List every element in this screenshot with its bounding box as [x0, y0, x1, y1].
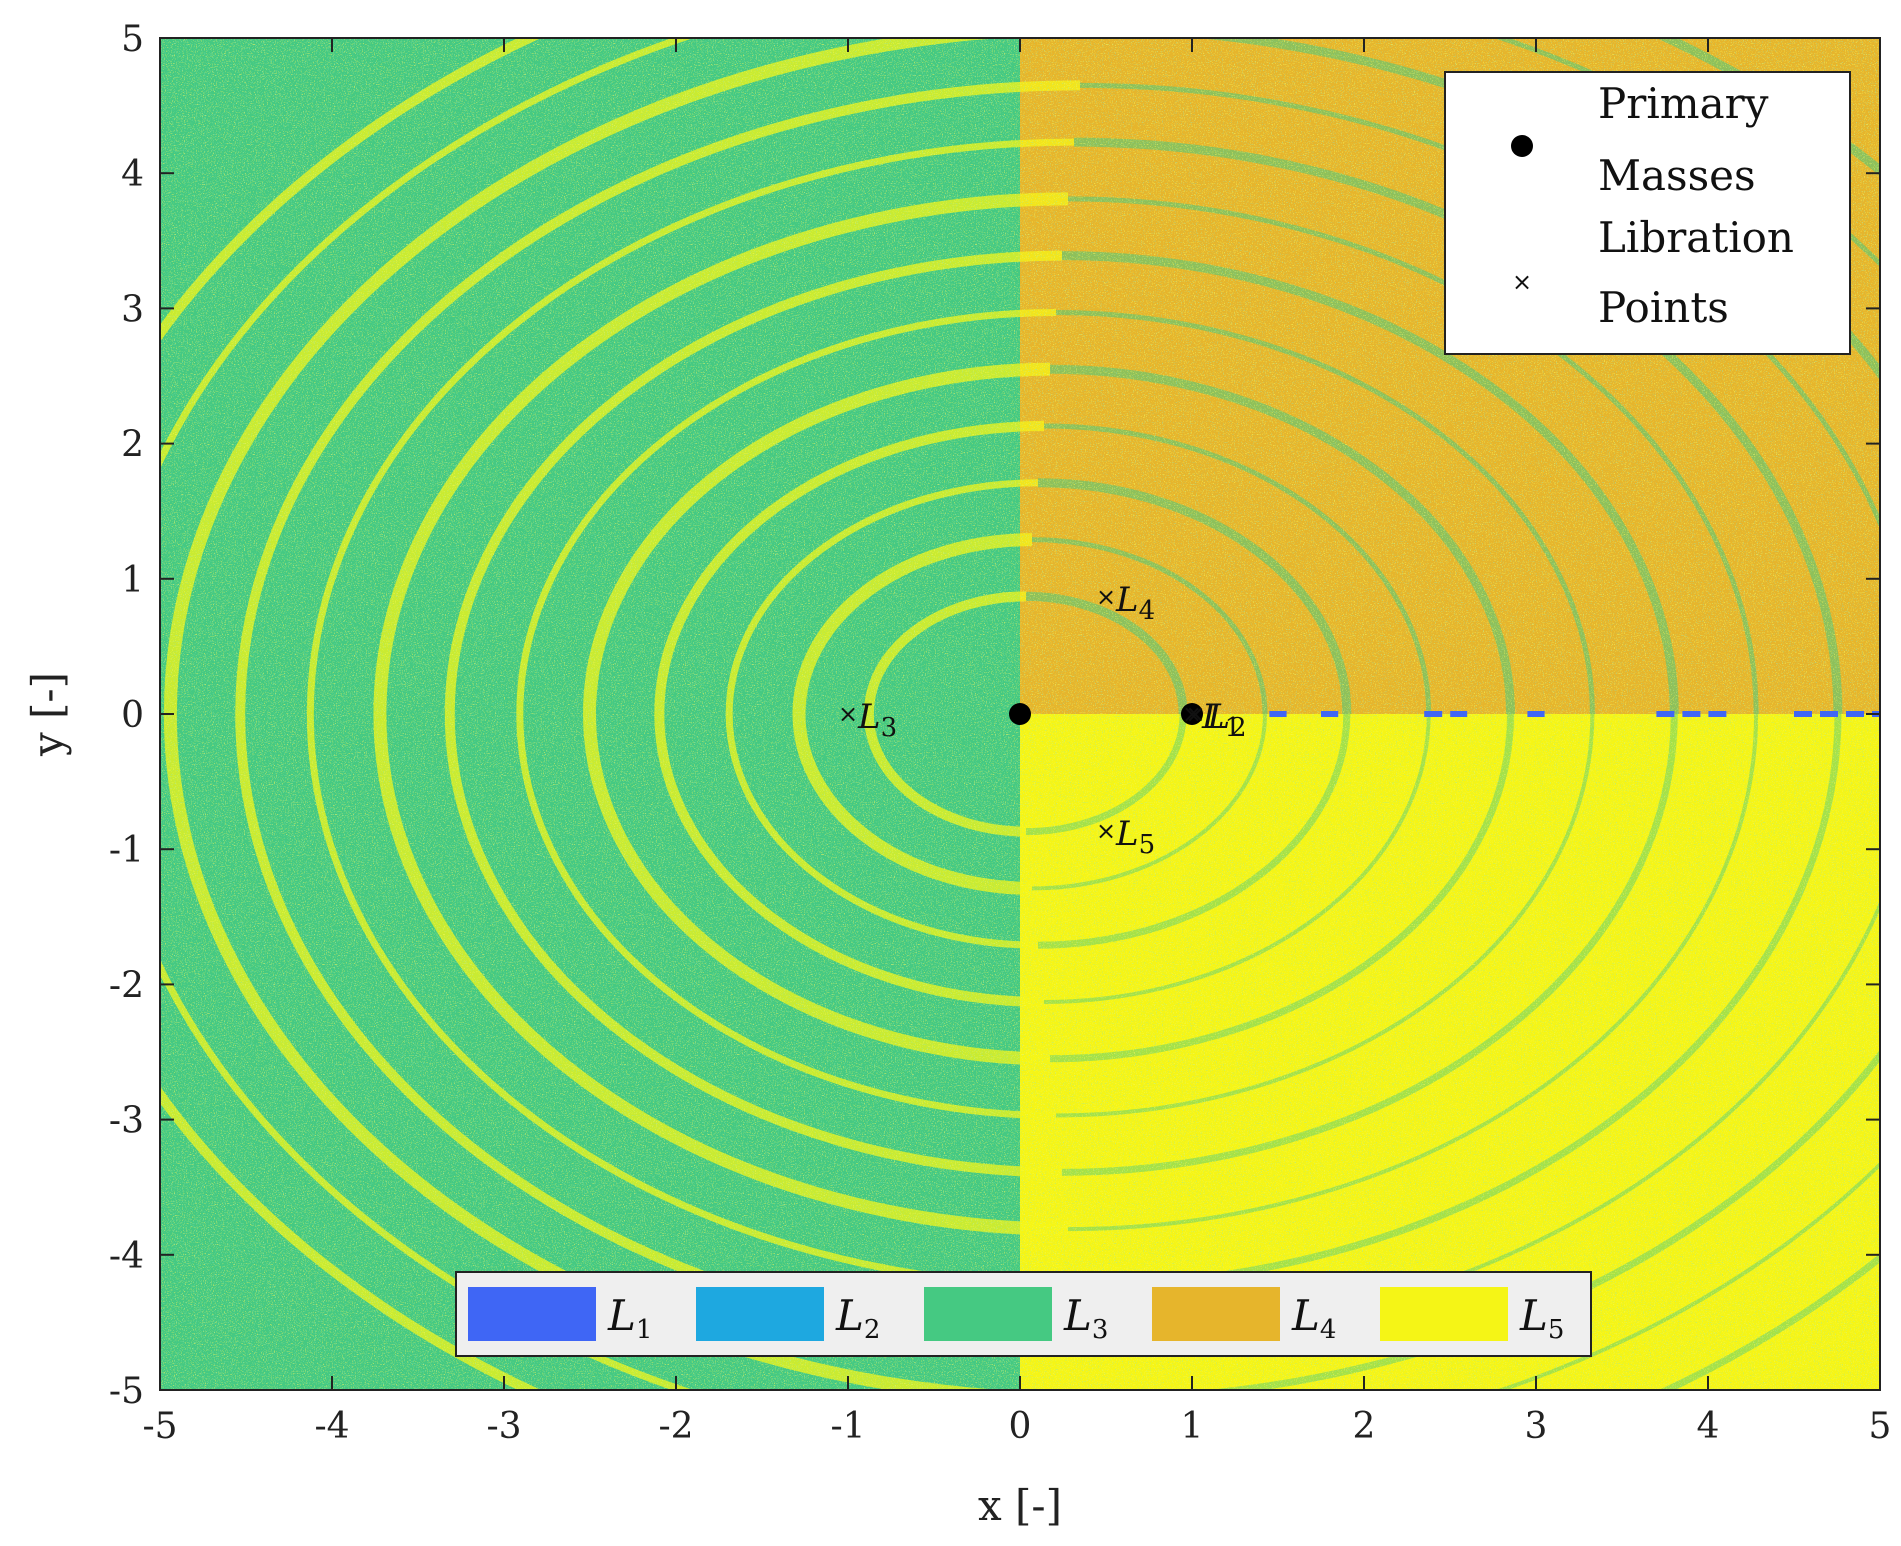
region-colorbar: L1 L2 L3 L4 L5: [455, 1271, 1592, 1357]
primary-mass: [1181, 703, 1203, 725]
libration-point-label: L3: [857, 697, 897, 743]
libration-point-cross: ×: [1096, 817, 1116, 845]
x-axis-label: x [-]: [978, 1481, 1062, 1530]
legend-libration-marker: ×: [1512, 268, 1532, 296]
y-tick-label: 2: [121, 425, 144, 466]
legend-primary-marker: [1511, 135, 1533, 157]
x-tick-label: -1: [830, 1406, 865, 1447]
y-axis-ticks: 5 4 3 2 1 0 -1 -2 -3 -4 -5: [109, 19, 1880, 1412]
x-tick-label: 1: [1181, 1406, 1204, 1447]
y-tick-label: 1: [121, 560, 144, 601]
y-tick-label: -3: [109, 1101, 144, 1142]
legend: Primary Masses × Libration Points: [1444, 71, 1851, 355]
y-tick-label: -2: [109, 965, 144, 1006]
legend-primary-line1: Primary: [1598, 79, 1769, 128]
libration-point-cross: ×: [1182, 700, 1202, 728]
x-tick-label: 4: [1697, 1406, 1720, 1447]
x-tick-label: -5: [142, 1406, 177, 1447]
libration-point-cross: ×: [1096, 583, 1116, 611]
colorbar-swatch-L2: [696, 1287, 824, 1341]
primary-mass: [1009, 703, 1031, 725]
x-tick-label: 5: [1869, 1406, 1892, 1447]
colorbar-swatch-L1: [468, 1287, 596, 1341]
colorbar-swatch-L5: [1380, 1287, 1508, 1341]
y-axis-label: y [-]: [23, 672, 72, 757]
y-tick-label: 3: [121, 289, 144, 330]
y-tick-label: -5: [109, 1371, 144, 1412]
y-tick-label: 5: [121, 19, 144, 60]
point-markers: × L1× L2× L3× L4× L5: [838, 580, 1247, 860]
legend-primary-line2: Masses: [1598, 151, 1756, 200]
x-tick-label: -4: [314, 1406, 349, 1447]
y-tick-label: -1: [109, 830, 144, 871]
colorbar-swatch-L4: [1152, 1287, 1280, 1341]
libration-point-label: L2: [1206, 697, 1246, 743]
x-tick-label: 2: [1353, 1406, 1376, 1447]
legend-box: [1444, 71, 1851, 355]
libration-point-cross: ×: [1185, 700, 1205, 728]
x-axis-ticks: -5 -4 -3 -2 -1 0 1 2 3 4 5: [142, 38, 1891, 1447]
x-tick-label: 3: [1525, 1406, 1548, 1447]
y-tick-label: -4: [109, 1236, 144, 1277]
libration-point-cross: ×: [838, 700, 858, 728]
x-tick-label: -2: [658, 1406, 693, 1447]
legend-libration-line1: Libration: [1598, 213, 1794, 262]
y-tick-label: 0: [121, 695, 144, 736]
legend-libration-line2: Points: [1598, 283, 1729, 332]
x-tick-label: 0: [1009, 1406, 1032, 1447]
y-tick-label: 4: [121, 154, 144, 195]
x-tick-label: -3: [486, 1406, 521, 1447]
colorbar-swatch-L3: [924, 1287, 1052, 1341]
